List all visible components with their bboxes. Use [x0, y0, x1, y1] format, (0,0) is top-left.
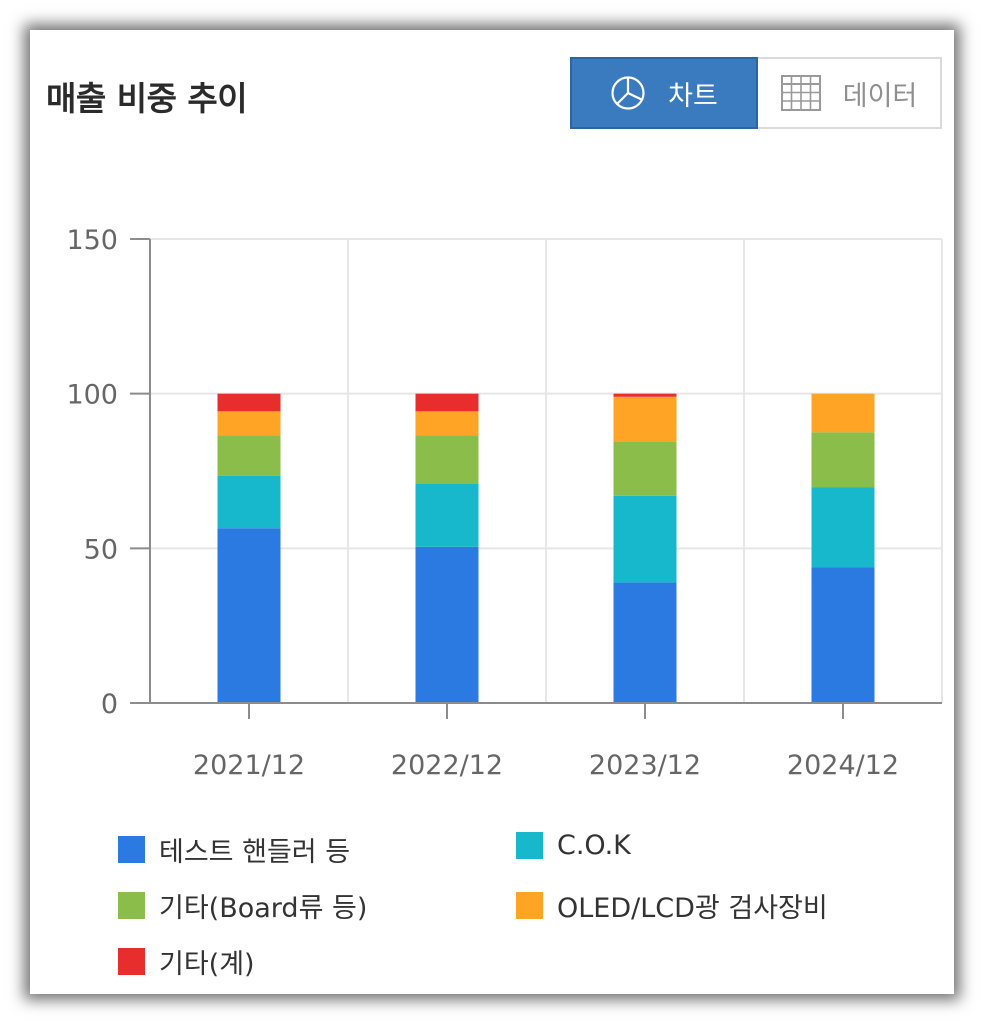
x-tick-label: 2021/12: [193, 750, 305, 781]
chart-view-label: 차트: [668, 80, 718, 112]
bar-segment: [613, 393, 677, 397]
bar-segment: [217, 435, 281, 476]
y-tick-label: 150: [66, 225, 118, 256]
bar-segment: [217, 393, 281, 412]
bar-segment: [217, 528, 281, 703]
stacked-bar-chart: 0 50 100 150 2021/12 2022/12 2023/12 2024/12: [66, 225, 943, 781]
x-tick-label: 2024/12: [787, 750, 899, 781]
bar-segment: [811, 487, 875, 568]
bar-segment: [613, 441, 677, 496]
legend-label: 기타(Board류 등): [159, 893, 368, 924]
legend-swatch: [118, 948, 145, 975]
sales-share-card: 매출 비중 추이 차트: [30, 30, 954, 994]
view-toggle: 차트 데이터: [570, 57, 942, 129]
bar-segment: [613, 582, 677, 703]
y-tick-label: 50: [84, 534, 118, 565]
legend-swatch: [516, 832, 543, 859]
legend-item[interactable]: 테스트 핸들러 등: [118, 830, 350, 869]
card-title: 매출 비중 추이: [46, 79, 248, 118]
legend-item[interactable]: OLED/LCD광 검사장비: [516, 886, 828, 925]
legend-label: 기타(계): [159, 949, 255, 980]
legend-label: 테스트 핸들러 등: [159, 837, 351, 868]
bar-segment: [217, 411, 281, 436]
legend-label: C.O.K: [557, 830, 631, 861]
legend-label: OLED/LCD광 검사장비: [557, 893, 828, 924]
x-tick-label: 2023/12: [589, 750, 701, 781]
table-grid-icon: [780, 75, 821, 111]
legend-item[interactable]: 기타(계): [118, 942, 255, 981]
legend-swatch: [118, 836, 145, 863]
chart-view-button[interactable]: 차트: [570, 57, 758, 129]
data-view-button[interactable]: 데이터: [758, 59, 940, 127]
chart-legend: 테스트 핸들러 등 C.O.K 기타(Board류 등) OLED/LCD광 검사장비…: [118, 830, 918, 980]
bar-segment: [415, 411, 479, 436]
bar-segment: [613, 495, 677, 583]
data-view-label: 데이터: [842, 80, 918, 112]
bar-segment: [415, 393, 479, 412]
bar-segment: [811, 432, 875, 488]
y-tick-label: 0: [101, 689, 118, 720]
legend-item[interactable]: C.O.K: [516, 830, 631, 861]
bar-segment: [415, 546, 479, 703]
bar-segment: [217, 475, 281, 529]
bar-segment: [613, 396, 677, 442]
legend-swatch: [516, 892, 543, 919]
legend-swatch: [118, 892, 145, 919]
bar-segment: [415, 435, 479, 484]
pie-chart-icon: [610, 75, 646, 111]
bar-segment: [811, 393, 875, 433]
legend-item[interactable]: 기타(Board류 등): [118, 886, 367, 925]
bar-segment: [415, 483, 479, 547]
bar-segment: [811, 567, 875, 703]
y-tick-label: 100: [66, 380, 118, 411]
x-tick-label: 2022/12: [391, 750, 503, 781]
